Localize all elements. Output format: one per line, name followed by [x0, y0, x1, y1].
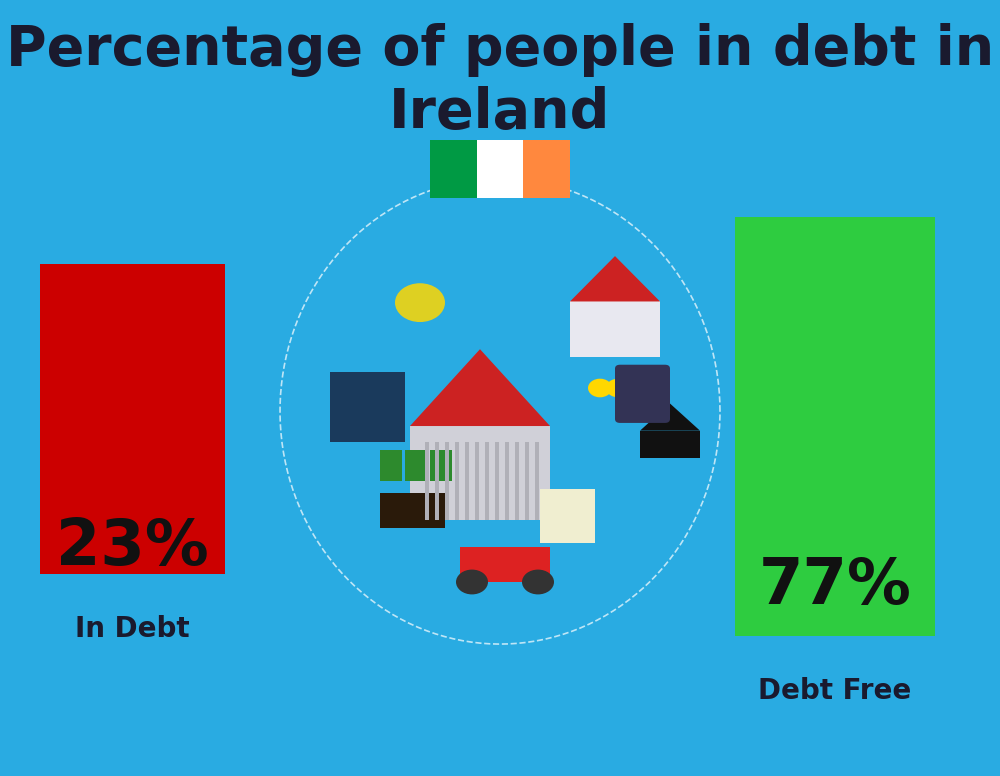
- FancyBboxPatch shape: [430, 140, 477, 198]
- FancyBboxPatch shape: [525, 442, 529, 520]
- Text: 77%: 77%: [759, 555, 911, 617]
- Circle shape: [624, 379, 648, 397]
- FancyBboxPatch shape: [485, 442, 489, 520]
- FancyBboxPatch shape: [540, 489, 595, 543]
- Text: Debt Free: Debt Free: [758, 677, 912, 705]
- Polygon shape: [410, 349, 550, 426]
- FancyBboxPatch shape: [515, 442, 519, 520]
- Text: 23%: 23%: [56, 516, 209, 578]
- FancyBboxPatch shape: [405, 450, 427, 481]
- FancyBboxPatch shape: [475, 442, 479, 520]
- FancyBboxPatch shape: [425, 442, 429, 520]
- Text: In Debt: In Debt: [75, 615, 190, 643]
- Circle shape: [456, 570, 488, 594]
- FancyBboxPatch shape: [455, 442, 459, 520]
- FancyBboxPatch shape: [435, 442, 439, 520]
- FancyBboxPatch shape: [640, 431, 700, 458]
- FancyBboxPatch shape: [445, 442, 449, 520]
- FancyBboxPatch shape: [523, 140, 570, 198]
- FancyBboxPatch shape: [735, 217, 935, 636]
- FancyBboxPatch shape: [40, 264, 225, 574]
- Text: Ireland: Ireland: [389, 85, 611, 140]
- Circle shape: [606, 379, 630, 397]
- FancyBboxPatch shape: [615, 365, 670, 423]
- Circle shape: [395, 283, 445, 322]
- Text: Percentage of people in debt in: Percentage of people in debt in: [6, 23, 994, 78]
- FancyBboxPatch shape: [380, 450, 402, 481]
- Polygon shape: [570, 256, 660, 301]
- FancyBboxPatch shape: [570, 301, 660, 357]
- FancyBboxPatch shape: [535, 442, 539, 520]
- FancyBboxPatch shape: [477, 140, 523, 198]
- Circle shape: [588, 379, 612, 397]
- Polygon shape: [640, 404, 700, 431]
- FancyBboxPatch shape: [380, 493, 445, 528]
- Ellipse shape: [280, 178, 720, 644]
- Circle shape: [522, 570, 554, 594]
- FancyBboxPatch shape: [430, 450, 452, 481]
- FancyBboxPatch shape: [465, 442, 469, 520]
- FancyBboxPatch shape: [410, 426, 550, 520]
- FancyBboxPatch shape: [495, 442, 499, 520]
- FancyBboxPatch shape: [505, 442, 509, 520]
- FancyBboxPatch shape: [330, 372, 405, 442]
- FancyBboxPatch shape: [460, 547, 550, 582]
